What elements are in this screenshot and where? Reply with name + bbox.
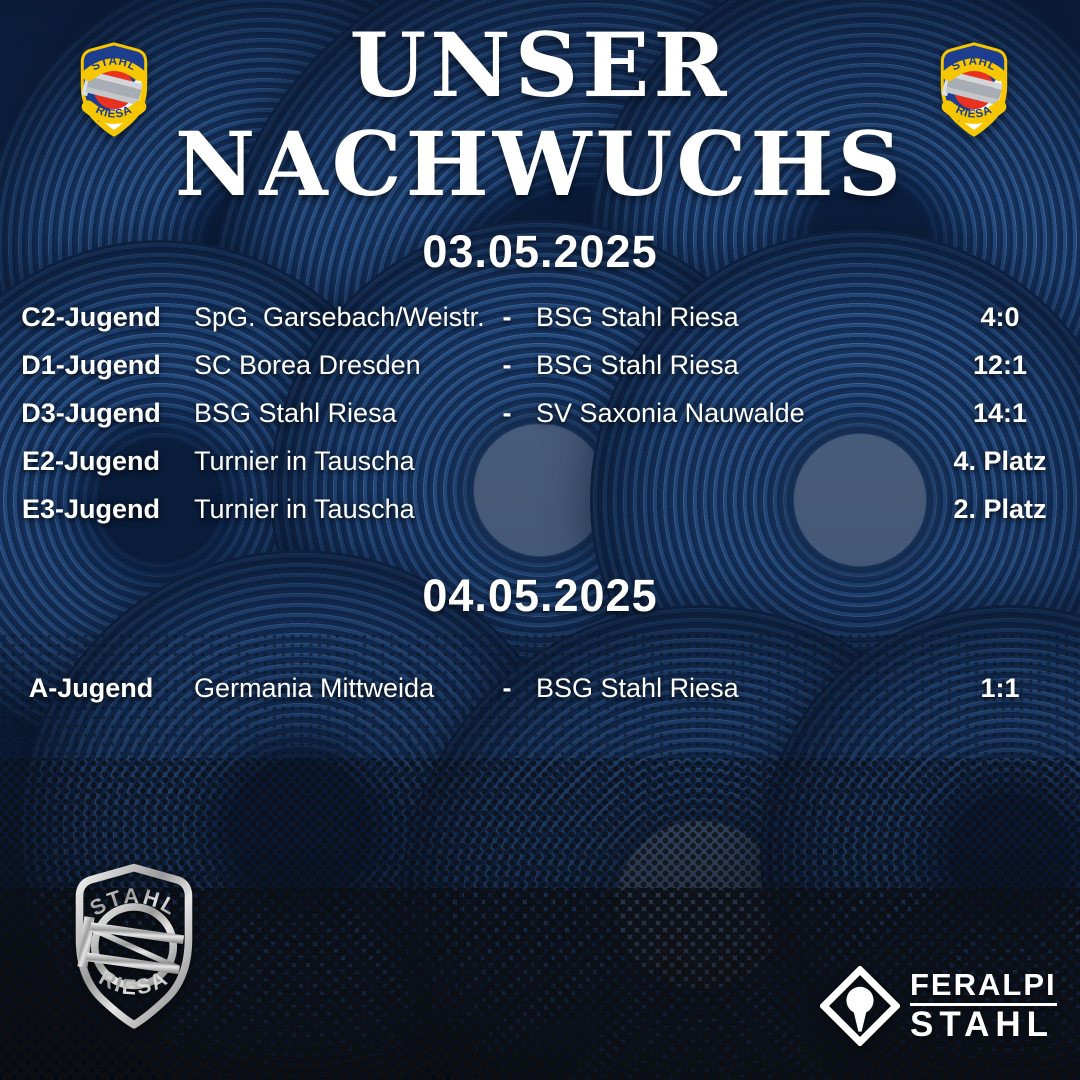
stahl-riesa-badge-silver: STAHL RIESA — [75, 863, 193, 1029]
home-team: SC Borea Dresden — [194, 349, 421, 380]
badge-shield-outline — [75, 863, 193, 1029]
match-result: 4. Platz — [953, 445, 1047, 476]
separator-dash: - — [502, 301, 512, 332]
halftone-overlay-medium — [0, 758, 1080, 890]
age-group-label: D1-Jugend — [21, 349, 161, 380]
halftone-overlay-small — [0, 632, 1080, 760]
match-result: 4:0 — [980, 301, 1020, 332]
feralpi-name: FERALPI — [910, 969, 1057, 1006]
crest-top-text: STAHL — [89, 55, 137, 74]
separator-dash: - — [502, 397, 512, 428]
poster-title-line1: UNSER — [349, 13, 731, 117]
stahl-riesa-crest-left: STAHL RIESA — [80, 42, 148, 137]
crest-bottom-text: RIESA — [94, 103, 134, 121]
svg-text:STAHL: STAHL — [89, 55, 138, 74]
match-result: 14:1 — [972, 397, 1028, 428]
age-group-label: C2-Jugend — [21, 301, 161, 332]
match-result: 12:1 — [972, 349, 1028, 380]
result-row: E2-Jugend Turnier in Tauscha 4. Platz — [0, 437, 1080, 485]
results-table-2: A-Jugend Germania Mittweida - BSG Stahl Rie… — [0, 664, 1080, 712]
badge-steel-beam-icon — [77, 916, 185, 975]
home-team: Germania Mittweida — [194, 672, 435, 703]
poster-title-line2: NACHWUCHS — [174, 112, 906, 216]
away-team: BSG Stahl Riesa — [536, 349, 739, 380]
result-row: C2-Jugend SpG. Garsebach/Weistr. - BSG Stah… — [0, 293, 1080, 341]
result-row: D1-Jugend SC Borea Dresden - BSG Stahl Ries… — [0, 341, 1080, 389]
badge-top-text: STAHL — [86, 884, 180, 921]
svg-text:STAHL: STAHL — [949, 55, 998, 74]
date-heading-2: 04.05.2025 — [422, 570, 658, 621]
crest-top-text: STAHL — [949, 55, 997, 74]
away-team: SV Saxonia Nauwalde — [536, 397, 805, 428]
feralpi-stahl-text: STAHL — [910, 1005, 1055, 1044]
home-team: SpG. Garsebach/Weistr. — [194, 301, 485, 332]
date-heading-1: 03.05.2025 — [422, 226, 658, 277]
badge-circle-outline — [90, 903, 178, 990]
svg-text:RIESA: RIESA — [954, 103, 995, 121]
separator-dash: - — [502, 672, 512, 703]
svg-text:RIESA: RIESA — [94, 103, 135, 121]
svg-text:RIESA: RIESA — [95, 965, 173, 999]
results-table-1: C2-Jugend SpG. Garsebach/Weistr. - BSG Stah… — [0, 293, 1080, 533]
age-group-label: D3-Jugend — [21, 397, 161, 428]
home-team: Turnier in Tauscha — [194, 445, 415, 476]
feralpi-stahl-logo: FERALPI STAHL — [820, 966, 1057, 1046]
badge-bottom-text: RIESA — [95, 965, 171, 999]
stahl-riesa-crest-right: STAHL RIESA — [940, 42, 1008, 137]
age-group-label: E3-Jugend — [21, 493, 161, 524]
result-row: A-Jugend Germania Mittweida - BSG Stahl Rie… — [0, 664, 1080, 712]
away-team: BSG Stahl Riesa — [536, 672, 739, 703]
separator-dash: - — [502, 349, 512, 380]
poster-title: UNSER NACHWUCHS — [0, 16, 1080, 214]
home-team: BSG Stahl Riesa — [194, 397, 397, 428]
feralpi-diamond-icon — [820, 966, 900, 1046]
home-team: Turnier in Tauscha — [194, 493, 415, 524]
crest-steel-beam-icon — [941, 67, 1003, 106]
age-group-label: E2-Jugend — [21, 445, 161, 476]
away-team: BSG Stahl Riesa — [536, 301, 739, 332]
feralpi-wordmark: FERALPI STAHL — [910, 969, 1057, 1043]
age-group-label: A-Jugend — [28, 672, 154, 703]
match-result: 1:1 — [980, 672, 1020, 703]
result-row: D3-Jugend BSG Stahl Riesa - SV Saxonia Nauw… — [0, 389, 1080, 437]
match-result: 2. Platz — [953, 493, 1047, 524]
result-row: E3-Jugend Turnier in Tauscha 2. Platz — [0, 485, 1080, 533]
crest-bottom-text: RIESA — [954, 103, 994, 121]
svg-text:STAHL: STAHL — [86, 884, 182, 921]
